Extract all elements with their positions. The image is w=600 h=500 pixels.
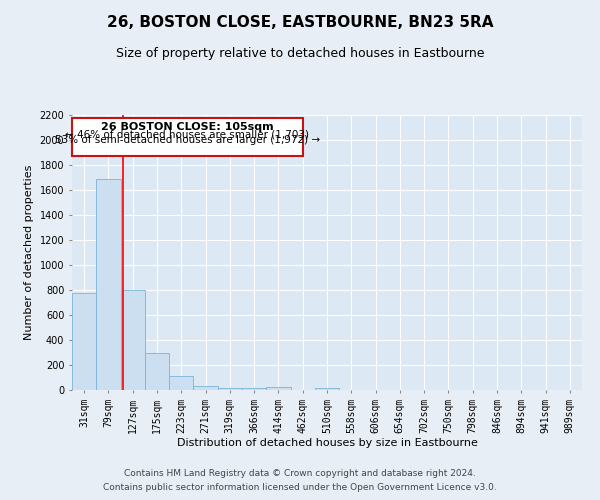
Text: 26, BOSTON CLOSE, EASTBOURNE, BN23 5RA: 26, BOSTON CLOSE, EASTBOURNE, BN23 5RA [107,15,493,30]
Text: 53% of semi-detached houses are larger (1,972) →: 53% of semi-detached houses are larger (… [55,135,320,145]
Text: Size of property relative to detached houses in Eastbourne: Size of property relative to detached ho… [116,48,484,60]
Bar [121,290,145,390]
Bar [242,388,266,390]
FancyBboxPatch shape [72,118,303,156]
X-axis label: Distribution of detached houses by size in Eastbourne: Distribution of detached houses by size … [176,438,478,448]
Text: Contains HM Land Registry data © Crown copyright and database right 2024.: Contains HM Land Registry data © Crown c… [124,468,476,477]
Text: 26 BOSTON CLOSE: 105sqm: 26 BOSTON CLOSE: 105sqm [101,122,274,132]
Bar [145,352,169,390]
Bar [315,388,339,390]
Bar [96,179,121,390]
Y-axis label: Number of detached properties: Number of detached properties [24,165,34,340]
Text: ← 46% of detached houses are smaller (1,703): ← 46% of detached houses are smaller (1,… [65,130,310,140]
Bar [193,386,218,390]
Bar [266,387,290,390]
Bar [218,388,242,390]
Bar [72,292,96,390]
Text: Contains public sector information licensed under the Open Government Licence v3: Contains public sector information licen… [103,484,497,492]
Bar [169,376,193,390]
